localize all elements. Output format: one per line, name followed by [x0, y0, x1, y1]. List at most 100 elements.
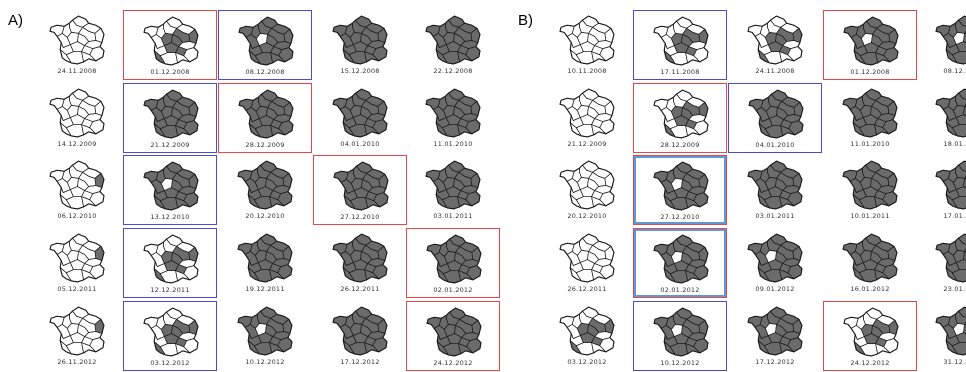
- country-outline: [559, 15, 615, 65]
- map-date-label: 28.12.2009: [660, 141, 700, 149]
- region-shape: [963, 251, 966, 262]
- country-outline: [238, 16, 294, 66]
- map-date-label: 17.01.2011: [943, 212, 966, 220]
- panel-label: B): [518, 12, 533, 29]
- map-cell: 14.12.2009: [30, 83, 124, 153]
- map-date-label: 03.12.2012: [150, 359, 190, 367]
- france-map-icon: [842, 233, 898, 283]
- map-cell: 01.12.2008: [123, 10, 217, 80]
- france-map-icon: [333, 161, 389, 211]
- france-map-icon: [842, 160, 898, 210]
- country-outline: [653, 161, 709, 211]
- map-cell: 02.01.2012: [633, 228, 727, 298]
- region-shape: [963, 33, 966, 44]
- map-date-label: 04.01.2010: [340, 140, 380, 148]
- france-map-icon: [237, 233, 293, 283]
- country-outline: [843, 307, 899, 357]
- country-outline: [653, 89, 709, 139]
- map-date-label: 20.12.2010: [567, 212, 607, 220]
- map-date-label: 05.12.2011: [57, 285, 97, 293]
- country-outline: [49, 306, 105, 356]
- map-date-label: 24.11.2008: [755, 67, 795, 75]
- france-map-icon: [747, 160, 803, 210]
- country-outline: [935, 160, 966, 210]
- france-map-icon: [237, 160, 293, 210]
- map-date-label: 24.12.2012: [850, 359, 890, 367]
- region-shape: [956, 41, 966, 53]
- country-outline: [935, 15, 966, 65]
- map-cell: 24.12.2012: [406, 301, 500, 371]
- map-cell: 05.12.2011: [30, 228, 124, 298]
- map-cell: 11.01.2010: [823, 83, 917, 153]
- map-date-label: 18.01.2010: [943, 140, 966, 148]
- map-date-label: 21.12.2009: [567, 140, 607, 148]
- france-map-icon: [559, 15, 615, 65]
- map-date-label: 03.01.2011: [755, 212, 795, 220]
- country-outline: [559, 160, 615, 210]
- country-outline: [748, 89, 804, 139]
- map-cell: 10.12.2012: [218, 301, 312, 371]
- country-outline: [49, 15, 105, 65]
- country-outline: [426, 307, 482, 357]
- map-cell: 24.12.2012: [823, 301, 917, 371]
- map-cell: 17.12.2012: [313, 301, 407, 371]
- map-cell: 17.12.2012: [728, 301, 822, 371]
- map-date-label: 27.12.2010: [660, 213, 700, 221]
- country-outline: [332, 15, 388, 65]
- france-map-icon: [332, 88, 388, 138]
- map-date-label: 16.01.2012: [850, 285, 890, 293]
- country-outline: [425, 88, 481, 138]
- map-date-label: 17.11.2008: [660, 68, 700, 76]
- country-outline: [935, 233, 966, 283]
- map-cell: 22.12.2008: [406, 10, 500, 80]
- map-date-label: 02.01.2012: [660, 286, 700, 294]
- map-cell: 12.12.2011: [123, 228, 217, 298]
- map-date-label: 15.12.2008: [340, 67, 380, 75]
- map-cell: 20.12.2010: [540, 155, 634, 225]
- map-cell: 26.11.2012: [30, 301, 124, 371]
- map-cell: 04.01.2010: [728, 83, 822, 153]
- country-outline: [237, 233, 293, 283]
- france-map-icon: [935, 160, 966, 210]
- map-cell: 11.01.2010: [406, 83, 500, 153]
- country-outline: [143, 234, 199, 284]
- map-cell: 31.12.2012: [916, 301, 966, 371]
- map-date-label: 26.12.2011: [340, 285, 380, 293]
- map-date-label: 09.01.2012: [755, 285, 795, 293]
- map-cell: 24.11.2008: [30, 10, 124, 80]
- france-map-icon: [143, 307, 199, 357]
- map-cell: 17.01.2011: [916, 155, 966, 225]
- country-outline: [559, 233, 615, 283]
- map-cell: 04.01.2010: [313, 83, 407, 153]
- country-outline: [49, 160, 105, 210]
- map-cell: 24.11.2008: [728, 10, 822, 80]
- region-shape: [956, 259, 966, 271]
- france-map-icon: [143, 161, 199, 211]
- country-outline: [747, 233, 803, 283]
- map-date-label: 24.11.2008: [57, 67, 97, 75]
- country-outline: [237, 160, 293, 210]
- country-outline: [143, 161, 199, 211]
- france-map-icon: [935, 15, 966, 65]
- france-map-icon: [49, 88, 105, 138]
- france-map-icon: [49, 233, 105, 283]
- map-date-label: 21.12.2009: [150, 141, 190, 149]
- map-date-label: 27.12.2010: [340, 213, 380, 221]
- region-shape: [956, 114, 966, 126]
- france-map-icon: [143, 89, 199, 139]
- map-cell: 16.01.2012: [823, 228, 917, 298]
- country-outline: [559, 88, 615, 138]
- map-date-label: 24.12.2012: [433, 359, 473, 367]
- map-date-label: 28.12.2009: [245, 141, 285, 149]
- panel-label: A): [8, 12, 23, 29]
- map-cell: 08.12.2008: [916, 10, 966, 80]
- france-map-icon: [935, 88, 966, 138]
- france-map-icon: [935, 233, 966, 283]
- country-outline: [333, 161, 389, 211]
- france-map-icon: [237, 306, 293, 356]
- france-map-icon: [843, 16, 899, 66]
- country-outline: [842, 233, 898, 283]
- map-cell: 19.12.2011: [218, 228, 312, 298]
- country-outline: [426, 234, 482, 284]
- map-cell: 03.12.2012: [540, 301, 634, 371]
